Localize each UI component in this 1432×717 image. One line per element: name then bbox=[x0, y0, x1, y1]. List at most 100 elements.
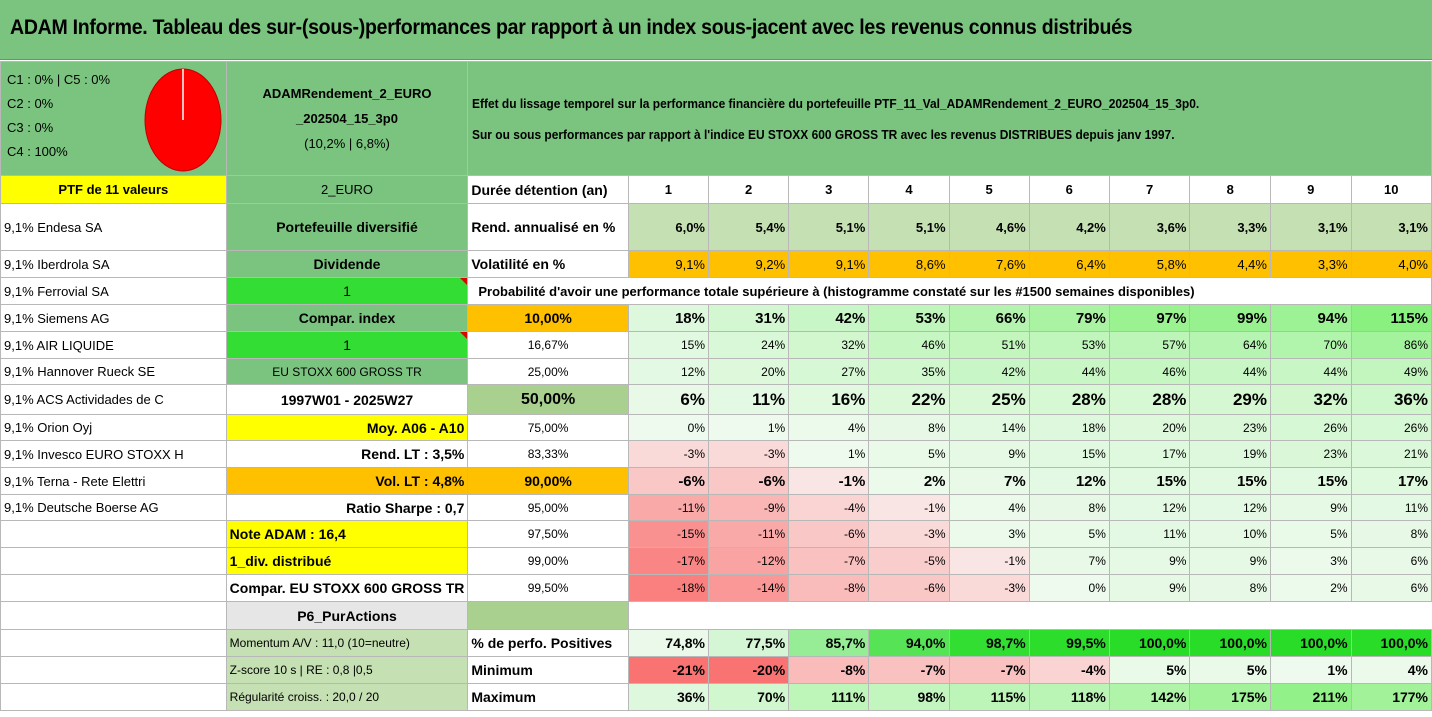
long-term-volatility: Vol. LT : 4,8% bbox=[225, 467, 469, 495]
probability-value: 94% bbox=[1269, 304, 1352, 332]
year-header: 9 bbox=[1269, 175, 1352, 204]
probability-value: 42% bbox=[948, 358, 1030, 385]
probability-value: 20% bbox=[707, 358, 790, 385]
quantile-row: 9,1% Hannover Rueck SE EU STOXX 600 GROSS… bbox=[0, 358, 1432, 385]
probability-value: 11% bbox=[707, 384, 790, 415]
probability-value: 24% bbox=[707, 331, 790, 359]
probability-value: 6% bbox=[1350, 547, 1432, 575]
compar-index-value[interactable]: 1 bbox=[225, 331, 469, 359]
probability-value: 44% bbox=[1028, 358, 1110, 385]
stock-holding: 9,1% Endesa SA bbox=[0, 203, 227, 251]
year-header: 8 bbox=[1189, 175, 1271, 204]
probability-value: 18% bbox=[1028, 414, 1110, 441]
dividend-value[interactable]: 1 bbox=[225, 277, 469, 305]
stock-holding: 9,1% Hannover Rueck SE bbox=[0, 358, 227, 385]
quantile-threshold: 99,00% bbox=[467, 547, 629, 575]
quantile-threshold: 10,00% bbox=[467, 304, 629, 332]
empty-cell bbox=[0, 601, 227, 630]
probability-value: 31% bbox=[707, 304, 790, 332]
description-line2: Sur ou sous performances par rapport à l… bbox=[472, 126, 1175, 142]
probability-value: -15% bbox=[627, 520, 710, 548]
probability-value: 44% bbox=[1269, 358, 1352, 385]
probability-value: -17% bbox=[627, 547, 710, 575]
probability-value: -3% bbox=[707, 440, 790, 468]
quantile-threshold: 25,00% bbox=[467, 358, 629, 385]
probability-value: 28% bbox=[1028, 384, 1110, 415]
stats-value: -20% bbox=[707, 656, 790, 684]
stock-holding: 9,1% Iberdrola SA bbox=[0, 250, 227, 278]
stats-value: 175% bbox=[1189, 683, 1271, 711]
empty-cell bbox=[0, 683, 227, 711]
probability-value: 25% bbox=[948, 384, 1030, 415]
quantile-row: 9,1% Deutsche Boerse AG Ratio Sharpe : 0,… bbox=[0, 494, 1432, 521]
probability-value: 15% bbox=[627, 331, 710, 359]
probability-value: -8% bbox=[788, 574, 870, 602]
holding-period-row: PTF de 11 valeurs 2_EURO Durée détention… bbox=[0, 175, 1432, 204]
probability-value: -5% bbox=[868, 547, 950, 575]
stats-value: 36% bbox=[627, 683, 710, 711]
stats-value: 100,0% bbox=[1108, 629, 1191, 657]
probability-value: 15% bbox=[1108, 467, 1191, 495]
probability-value: 9% bbox=[1108, 547, 1191, 575]
probability-value: 21% bbox=[1350, 440, 1432, 468]
quantile-threshold: 16,67% bbox=[467, 331, 629, 359]
portfolio-returns: (10,2% | 6,8%) bbox=[304, 136, 390, 151]
probability-value: 46% bbox=[868, 331, 950, 359]
volatility-value: 6,4% bbox=[1028, 250, 1110, 278]
probability-value: 16% bbox=[788, 384, 870, 415]
probability-value: 11% bbox=[1108, 520, 1191, 548]
average-range: Moy. A06 - A10 bbox=[225, 414, 469, 441]
annualized-return-value: 5,1% bbox=[788, 203, 870, 251]
probability-value: 19% bbox=[1189, 440, 1271, 468]
stats-label: Maximum bbox=[467, 683, 629, 711]
probability-value: 3% bbox=[948, 520, 1030, 548]
z-score: Z-score 10 s | RE : 0,8 |0,5 bbox=[225, 656, 469, 684]
empty-cell bbox=[0, 547, 227, 575]
pie-label-c4: C4 : 100% bbox=[7, 144, 68, 159]
stats-value: 118% bbox=[1028, 683, 1110, 711]
probability-value: 53% bbox=[868, 304, 950, 332]
volatility-value: 5,8% bbox=[1108, 250, 1191, 278]
index-name: EU STOXX 600 GROSS TR bbox=[225, 358, 469, 385]
dividend-label: Dividende bbox=[225, 250, 469, 278]
probability-value: 12% bbox=[1189, 494, 1271, 521]
empty-cell bbox=[0, 629, 227, 657]
year-header: 7 bbox=[1108, 175, 1191, 204]
probability-value: 35% bbox=[868, 358, 950, 385]
stats-value: -7% bbox=[948, 656, 1030, 684]
quantile-row: 9,1% Terna - Rete Elettri Vol. LT : 4,8% 9… bbox=[0, 467, 1432, 495]
probability-value: 5% bbox=[868, 440, 950, 468]
quantile-threshold: 95,00% bbox=[467, 494, 629, 521]
regularity: Régularité croiss. : 20,0 / 20 bbox=[225, 683, 469, 711]
portfolio-name-line2: _202504_15_3p0 bbox=[296, 111, 398, 126]
probability-value: 99% bbox=[1189, 304, 1271, 332]
probability-value: 8% bbox=[1350, 520, 1432, 548]
annualized-return-label: Rend. annualisé en % bbox=[467, 203, 629, 251]
stock-holding: 9,1% Ferrovial SA bbox=[0, 277, 227, 305]
volatility-value: 9,2% bbox=[707, 250, 790, 278]
report-title: ADAM Informe. Tableau des sur-(sous-)per… bbox=[10, 16, 1133, 39]
probability-value: -3% bbox=[627, 440, 710, 468]
probability-value: -6% bbox=[868, 574, 950, 602]
quantile-row: 9,1% AIR LIQUIDE 1 16,67% 15% 24% 32% 46% 51% 53… bbox=[0, 331, 1432, 359]
probability-value: 2% bbox=[1269, 574, 1352, 602]
volatility-value: 8,6% bbox=[868, 250, 950, 278]
stats-value: 77,5% bbox=[707, 629, 790, 657]
annualized-return-value: 3,6% bbox=[1108, 203, 1191, 251]
probability-value: -6% bbox=[627, 467, 710, 495]
probability-value: -6% bbox=[707, 467, 790, 495]
probability-value: -9% bbox=[707, 494, 790, 521]
description-line1: Effet du lissage temporel sur la perform… bbox=[472, 95, 1200, 111]
probability-value: 12% bbox=[1108, 494, 1191, 521]
probability-value: 23% bbox=[1269, 440, 1352, 468]
probability-value: 70% bbox=[1269, 331, 1352, 359]
probability-value: 17% bbox=[1350, 467, 1432, 495]
stats-value: 5% bbox=[1189, 656, 1271, 684]
probability-value: 4% bbox=[948, 494, 1030, 521]
probability-title: Probabilité d'avoir une performance tota… bbox=[467, 277, 1352, 305]
empty-cell bbox=[1351, 277, 1432, 305]
probability-value: 8% bbox=[1189, 574, 1271, 602]
probability-value: 9% bbox=[1189, 547, 1271, 575]
annualized-return-value: 4,2% bbox=[1028, 203, 1110, 251]
annualized-return-value: 6,0% bbox=[627, 203, 710, 251]
